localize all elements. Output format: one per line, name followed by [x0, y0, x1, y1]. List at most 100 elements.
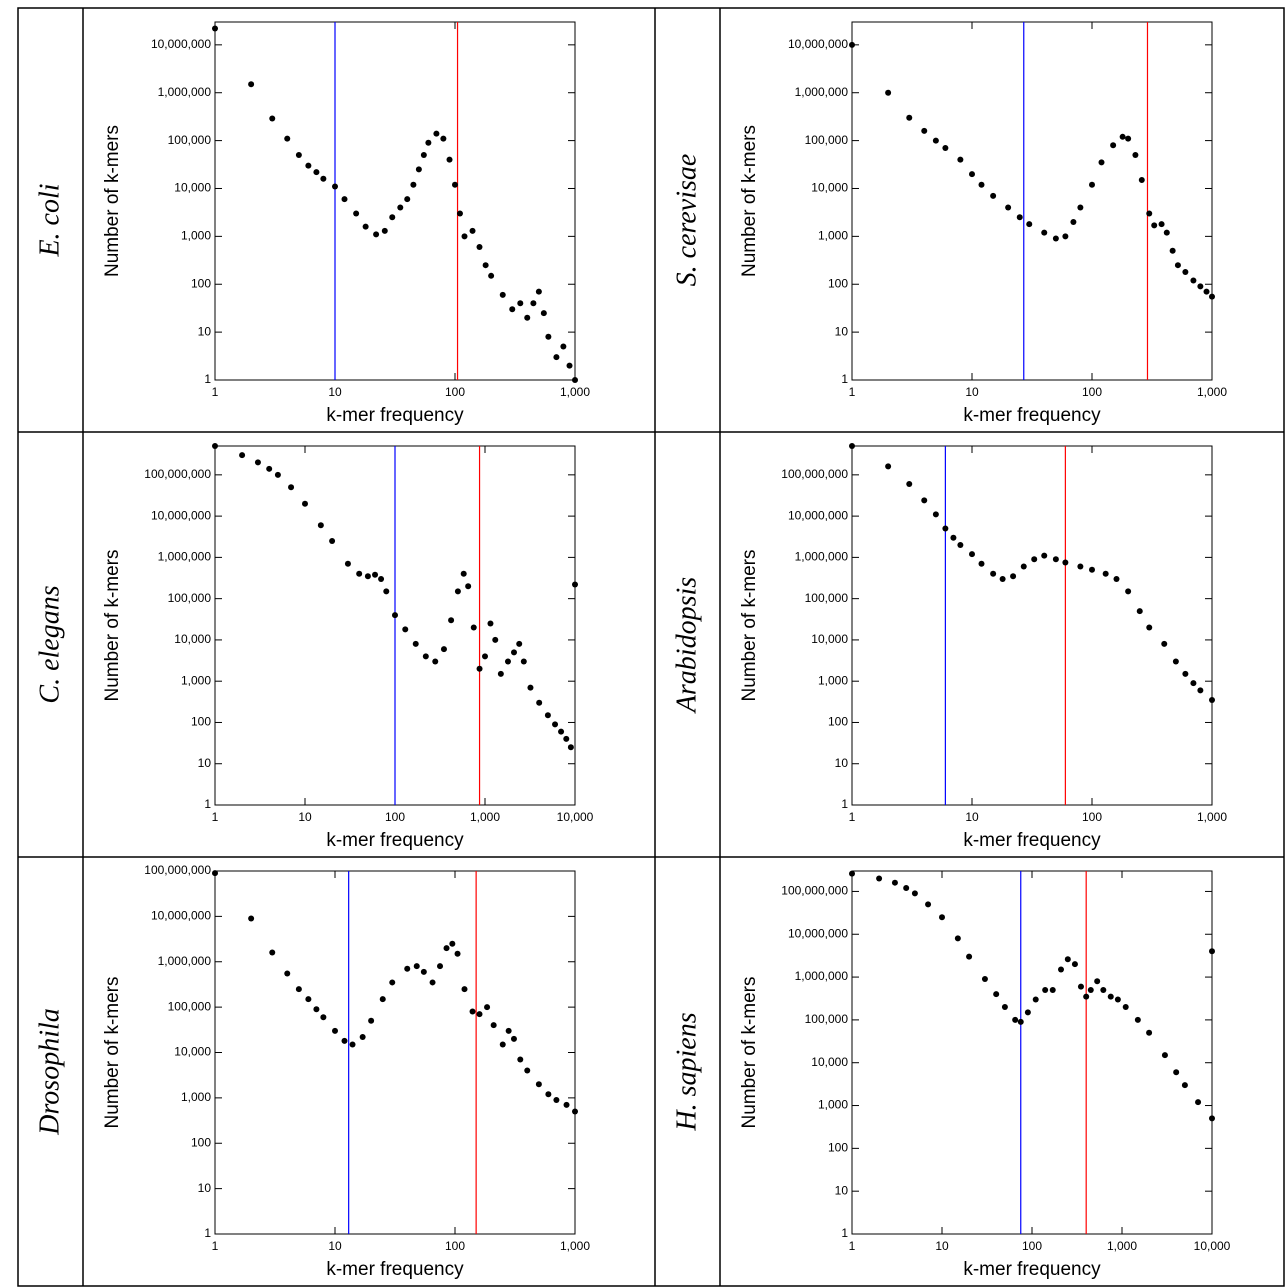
plot-frame — [851, 445, 1213, 806]
data-point — [425, 139, 432, 146]
data-point — [456, 210, 463, 217]
data-point — [482, 262, 489, 269]
data-point — [544, 712, 551, 719]
data-point — [1052, 556, 1059, 563]
y-tick-label: 10,000 — [811, 181, 848, 195]
data-point — [1203, 288, 1210, 295]
data-point — [317, 522, 324, 529]
data-point — [1070, 218, 1077, 225]
data-point — [981, 976, 988, 983]
plot-frame — [214, 21, 576, 381]
data-point — [906, 114, 913, 121]
data-point — [476, 665, 483, 672]
data-point — [1146, 210, 1153, 217]
data-point — [476, 243, 483, 250]
data-point — [954, 935, 961, 942]
data-point — [383, 588, 390, 595]
data-point — [999, 575, 1006, 582]
data-point — [510, 649, 517, 656]
data-point — [269, 115, 276, 122]
y-tick-label: 100,000 — [168, 133, 212, 147]
y-tick-label: 100,000 — [168, 999, 212, 1013]
x-axis-title: k-mer frequency — [326, 830, 464, 851]
data-point — [906, 481, 913, 488]
data-point — [1134, 1016, 1141, 1023]
data-point — [1107, 993, 1114, 1000]
y-tick-label: 10,000 — [811, 632, 848, 646]
x-tick-label: 10 — [298, 810, 312, 824]
y-tick-label: 10,000,000 — [788, 37, 848, 51]
data-point — [517, 1056, 524, 1063]
y-tick-label: 100 — [828, 276, 848, 290]
y-axis-title: Number of k-mers — [102, 549, 123, 701]
data-point — [1132, 152, 1139, 159]
data-point — [563, 735, 570, 742]
y-tick-label: 1,000 — [818, 673, 848, 687]
data-point — [1169, 247, 1176, 254]
x-tick-label: 10 — [328, 385, 342, 399]
data-point — [1041, 552, 1048, 559]
data-point — [553, 1096, 560, 1103]
data-point — [1102, 570, 1109, 577]
data-point — [1031, 556, 1038, 563]
data-point — [378, 575, 385, 582]
data-point — [470, 624, 477, 631]
data-point — [1032, 996, 1039, 1003]
data-point — [567, 744, 574, 751]
y-tick-label: 100 — [828, 715, 848, 729]
data-point — [320, 175, 327, 182]
data-point — [932, 137, 939, 144]
data-point — [1026, 221, 1033, 228]
data-point — [404, 965, 411, 972]
data-point — [553, 354, 560, 361]
y-tick-label: 1,000,000 — [795, 550, 849, 564]
data-point — [379, 996, 386, 1003]
data-point — [921, 497, 928, 504]
y-tick-label: 10,000 — [174, 1045, 211, 1059]
data-point — [1125, 135, 1132, 142]
data-point — [440, 135, 447, 142]
data-point — [1057, 966, 1064, 973]
data-point — [527, 684, 534, 691]
data-point — [368, 1017, 375, 1024]
chart-panel: H. sapiens 1 10 100 1,000 10,000 1 10 100 1,000 10… — [671, 870, 1231, 1280]
panel-title: C. elegans — [34, 585, 65, 703]
data-point — [1094, 978, 1101, 985]
data-point — [412, 640, 419, 647]
y-tick-label: 10,000 — [811, 1055, 848, 1069]
y-tick-label: 100,000,000 — [144, 863, 211, 877]
data-point — [1016, 214, 1023, 221]
y-tick-label: 10,000,000 — [151, 37, 211, 51]
y-tick-label: 1,000 — [181, 229, 211, 243]
y-tick-label: 10,000,000 — [788, 508, 848, 522]
chart-panel: S. cerevisae 1 10 100 1,000 1 10 100 1,000 10,000… — [671, 21, 1227, 426]
data-point — [1077, 983, 1084, 990]
data-point — [1209, 1115, 1215, 1122]
x-tick-label: 100 — [1082, 385, 1102, 399]
data-point — [925, 901, 932, 908]
data-point — [305, 162, 312, 169]
data-point — [415, 166, 422, 173]
y-tick-label: 100,000,000 — [144, 467, 211, 481]
data-point — [1089, 566, 1095, 573]
data-point — [349, 1041, 356, 1048]
data-point — [1100, 986, 1107, 993]
data-point — [269, 949, 276, 956]
data-point — [1146, 1029, 1153, 1036]
data-point — [990, 192, 997, 199]
y-tick-label: 100 — [191, 1135, 211, 1149]
data-point — [448, 617, 455, 624]
x-tick-label: 1 — [212, 810, 219, 824]
data-point — [437, 963, 444, 970]
x-tick-label: 100 — [445, 385, 465, 399]
data-point — [1197, 687, 1204, 694]
x-tick-label: 1,000 — [560, 385, 590, 399]
y-tick-label: 100,000,000 — [781, 467, 848, 481]
data-point — [509, 306, 516, 313]
data-point — [1182, 670, 1189, 677]
data-point — [404, 196, 411, 203]
data-point — [1209, 293, 1215, 300]
x-axis-title: k-mer frequency — [963, 405, 1101, 426]
y-tick-label: 10 — [198, 756, 212, 770]
